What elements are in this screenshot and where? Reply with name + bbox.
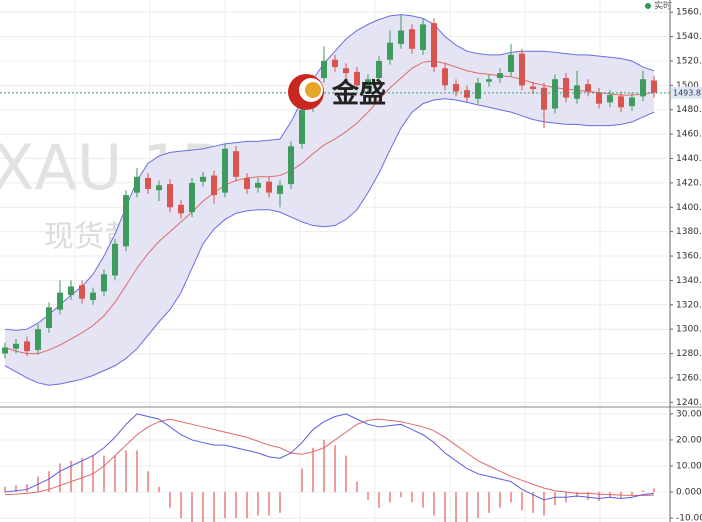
y-tick-label: 1480.0	[676, 105, 702, 115]
candle-body	[233, 151, 239, 177]
y-tick-label: 20.000	[676, 435, 702, 445]
candle-body	[46, 307, 52, 328]
candle-body	[343, 68, 349, 74]
candle-body	[211, 175, 217, 196]
candle-body	[508, 54, 514, 72]
candle-body	[398, 30, 404, 44]
candle-body	[277, 185, 283, 194]
band-lower	[4, 98, 655, 386]
candle-body	[189, 182, 195, 213]
y-tick-label: 1260.0	[676, 373, 702, 383]
candle-body	[2, 347, 8, 354]
status-dot	[645, 3, 651, 9]
candle-body	[486, 79, 492, 82]
y-tick-label: 1400.0	[676, 203, 702, 213]
y-tick-label: 1380.0	[676, 227, 702, 237]
candle-body	[57, 292, 63, 310]
candle-body	[409, 29, 415, 49]
candle-body	[651, 80, 657, 93]
candle-body	[530, 86, 536, 90]
y-tick-label: 1300.0	[676, 325, 702, 335]
candle-body	[134, 176, 140, 193]
y-tick-label: 30.000	[676, 409, 702, 419]
candle-body	[519, 53, 525, 86]
y-tick-label: 1360.0	[676, 252, 702, 262]
candle-body	[629, 97, 635, 107]
band-fill	[5, 14, 654, 386]
candle-body	[596, 92, 602, 104]
candle-body	[354, 71, 360, 86]
candle-body	[453, 84, 459, 92]
candle-body	[442, 68, 448, 86]
band-middle	[4, 60, 655, 355]
candle-body	[607, 95, 613, 103]
last-price-label: 1493.87	[673, 88, 702, 97]
candle-body	[552, 79, 558, 109]
candle-body	[618, 96, 624, 108]
candle-body	[24, 341, 30, 352]
candle-body	[101, 274, 107, 292]
y-tick-label: 1560.0	[676, 8, 702, 18]
logo-core	[305, 82, 321, 98]
candle-body	[420, 24, 426, 50]
candle-body	[167, 184, 173, 208]
y-tick-label: 1540.0	[676, 32, 702, 42]
candle-body	[376, 60, 382, 79]
last-price-box	[671, 86, 702, 99]
candle-body	[145, 178, 151, 189]
y-tick-label: 1420.0	[676, 178, 702, 188]
dif-line	[4, 413, 655, 501]
y-tick-label: 1240.0	[676, 398, 702, 408]
logo-text: 金盛	[331, 78, 386, 110]
status-label: 实时	[654, 0, 672, 12]
y-tick-label: 10.000	[676, 462, 702, 472]
y-tick-label: 1520.0	[676, 56, 702, 66]
candle-body	[299, 109, 305, 144]
candle-body	[541, 87, 547, 110]
candle-body	[156, 185, 162, 191]
candle-body	[255, 182, 261, 188]
y-tick-label: 1280.0	[676, 349, 702, 359]
candle-body	[222, 148, 228, 193]
candle-body	[13, 343, 19, 349]
candle-body	[431, 23, 437, 68]
candle-body	[68, 286, 74, 296]
candle-body	[387, 42, 393, 60]
candle-body	[35, 329, 41, 350]
candle-body	[574, 85, 580, 99]
candle-body	[497, 73, 503, 79]
candle-body	[200, 176, 206, 182]
candle-body	[79, 285, 85, 299]
candle-body	[321, 60, 327, 79]
candle-body	[585, 84, 591, 92]
candle-body	[475, 82, 481, 99]
candle-body	[178, 204, 184, 214]
y-tick-label: 1440.0	[676, 154, 702, 164]
candle-body	[90, 292, 96, 300]
y-tick-label: 1320.0	[676, 300, 702, 310]
candle-body	[365, 79, 371, 87]
candle-body	[332, 59, 338, 68]
candle-body	[288, 146, 294, 185]
dea-line	[4, 418, 655, 496]
candle-body	[112, 243, 118, 276]
candle-body	[244, 178, 250, 189]
band-upper	[4, 14, 655, 331]
y-tick-label: 0.000	[676, 488, 702, 498]
candle-body	[464, 90, 470, 98]
candle-body	[266, 181, 272, 193]
candle-body	[563, 78, 569, 98]
candle-body	[123, 195, 129, 247]
candle-body	[640, 79, 646, 97]
y-tick-label: 1460.0	[676, 130, 702, 140]
y-tick-label: -10.000	[676, 514, 702, 522]
y-tick-label: 1500.0	[676, 81, 702, 91]
y-tick-label: 1340.0	[676, 276, 702, 286]
